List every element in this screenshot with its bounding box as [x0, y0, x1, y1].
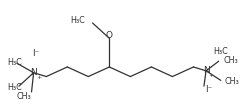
Text: H₃C: H₃C — [7, 58, 22, 67]
Text: N: N — [203, 66, 209, 75]
Text: I⁻: I⁻ — [32, 49, 39, 58]
Text: N: N — [30, 68, 37, 77]
Text: H₃C: H₃C — [70, 16, 85, 25]
Text: CH₃: CH₃ — [17, 92, 31, 101]
Text: O: O — [106, 31, 113, 40]
Text: H₃C: H₃C — [7, 83, 22, 92]
Text: +: + — [209, 73, 214, 78]
Text: CH₃: CH₃ — [224, 56, 239, 65]
Text: I⁻: I⁻ — [205, 85, 213, 94]
Text: +: + — [36, 75, 42, 80]
Text: CH₃: CH₃ — [225, 77, 240, 86]
Text: H₃C: H₃C — [214, 47, 228, 56]
